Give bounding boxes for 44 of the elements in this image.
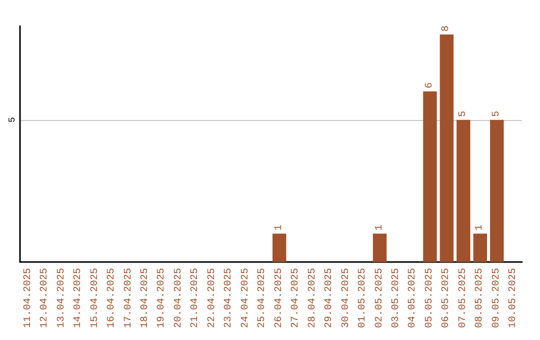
x-tick-label: 13.04.2025	[56, 268, 68, 328]
x-tick-label: 14.04.2025	[73, 268, 84, 328]
data-label: 8	[441, 26, 452, 32]
x-tick-label: 27.04.2025	[290, 268, 302, 328]
bar	[272, 234, 286, 262]
x-tick-label: 28.04.2025	[307, 268, 318, 328]
x-tick-label: 18.04.2025	[140, 268, 151, 328]
data-label: 5	[491, 110, 502, 117]
x-tick-label: 10.05.2025	[508, 268, 520, 328]
x-tick-label: 22.04.2025	[206, 268, 218, 328]
x-tick-label: 07.05.2025	[458, 268, 469, 328]
x-tick-label: 04.05.2025	[408, 268, 419, 328]
x-tick-label: 15.04.2025	[90, 268, 101, 328]
x-tick-label: 12.04.2025	[40, 268, 51, 328]
x-tick-label: 08.05.2025	[474, 268, 486, 328]
x-tick-label: 23.04.2025	[224, 268, 235, 328]
bar	[490, 120, 504, 262]
bar	[423, 91, 437, 262]
x-tick-label: 20.04.2025	[173, 268, 184, 328]
data-label: 6	[424, 82, 436, 88]
x-tick-label: 30.04.2025	[340, 268, 352, 328]
bar	[440, 34, 454, 262]
x-tick-label: 06.05.2025	[441, 268, 452, 328]
x-tick-label: 03.05.2025	[391, 268, 402, 328]
x-tick-label: 11.04.2025	[22, 268, 34, 328]
bar	[372, 234, 387, 262]
x-tick-label: 29.04.2025	[324, 268, 336, 328]
x-tick-label: 09.05.2025	[491, 268, 502, 328]
data-label: 1	[474, 224, 486, 231]
x-tick-label: 19.04.2025	[156, 268, 168, 328]
x-tick-label: 17.04.2025	[123, 268, 134, 328]
x-tick-label: 16.04.2025	[106, 268, 118, 328]
x-tick-label: 25.04.2025	[257, 268, 268, 328]
x-tick-label: 21.04.2025	[190, 268, 202, 328]
x-tick-label: 24.04.2025	[240, 268, 252, 328]
data-label: 1	[274, 224, 285, 231]
bar	[473, 234, 488, 262]
x-tick-label: 02.05.2025	[374, 268, 386, 328]
x-tick-label: 26.04.2025	[274, 268, 285, 328]
data-label: 5	[458, 110, 469, 117]
data-label: 1	[374, 224, 386, 231]
bar	[456, 120, 470, 262]
x-tick-label: 01.05.2025	[358, 268, 369, 328]
x-tick-label: 05.05.2025	[424, 268, 436, 328]
